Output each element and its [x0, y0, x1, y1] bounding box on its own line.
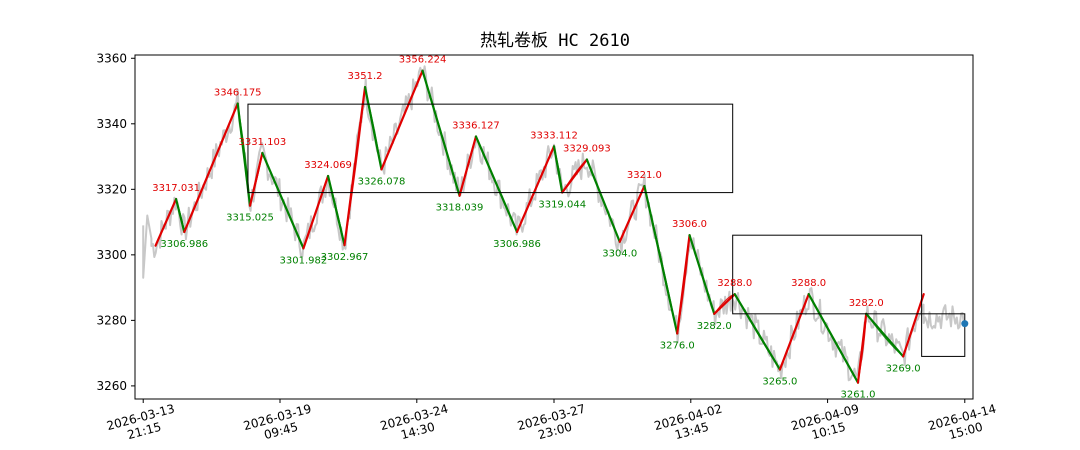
- pivot-high-label: 3321.0: [627, 170, 662, 181]
- range-box: [732, 234, 923, 315]
- y-tick-label: 3320: [96, 182, 127, 196]
- zigzag-up-segment: [380, 69, 424, 171]
- last-price-marker: [961, 320, 969, 328]
- zigzag-up-segment: [676, 234, 691, 335]
- pivot-low-label: 3306.986: [493, 239, 541, 250]
- pivot-low-label: 3306.986: [160, 239, 208, 250]
- zigzag-down-segment: [421, 69, 461, 197]
- zigzag-down-segment: [261, 151, 305, 250]
- pivot-low-label: 3265.0: [762, 377, 797, 388]
- zigzag-down-segment: [688, 234, 716, 315]
- pivot-high-label: 3346.175: [214, 88, 262, 99]
- y-tick-label: 3260: [96, 379, 127, 393]
- pivot-low-label: 3315.025: [226, 213, 274, 224]
- zigzag-up-segment: [515, 145, 556, 234]
- zigzag-up-segment: [713, 293, 736, 315]
- zigzag-down-segment: [585, 158, 621, 243]
- pivot-high-label: 3333.112: [530, 130, 578, 141]
- pivot-low-label: 3301.982: [280, 255, 328, 266]
- y-tick-label: 3280: [96, 313, 127, 327]
- zigzag-up-segment: [856, 312, 868, 384]
- zigzag-up-segment: [778, 293, 810, 371]
- pivot-high-label: 3356.224: [399, 55, 447, 66]
- range-boxes: [247, 103, 966, 357]
- pivot-high-label: 3306.0: [672, 219, 707, 230]
- pivot-high-label: 3317.031: [152, 183, 200, 194]
- zigzag-down-segment: [552, 145, 564, 194]
- zigzag-up-segment: [302, 174, 330, 250]
- zigzag-up-segment: [618, 184, 646, 243]
- zigzag-up-segment: [183, 102, 239, 234]
- pivot-high-label: 3336.127: [452, 120, 500, 131]
- pivot-high-label: 3288.0: [791, 278, 826, 289]
- y-tick-label: 3360: [96, 51, 127, 65]
- zigzag-down-segment: [643, 184, 679, 335]
- last-price-marker-layer: [961, 320, 969, 328]
- pivot-low-label: 3276.0: [660, 340, 695, 351]
- pivot-labels: 3317.031 3306.986 3346.175 3315.025 3331.103…: [152, 55, 920, 401]
- zigzag-down-segment: [474, 135, 519, 234]
- zigzag-down-segment: [865, 312, 905, 358]
- zigzag-down-segment: [807, 293, 860, 384]
- pivot-high-label: 3288.0: [717, 278, 752, 289]
- zigzag-down-segment: [363, 86, 383, 171]
- pivot-high-label: 3329.093: [563, 144, 611, 155]
- zigzag-up-segment: [154, 197, 178, 247]
- zigzag-up-segment: [343, 86, 367, 247]
- pivot-low-label: 3304.0: [602, 249, 637, 260]
- zigzag-up-segment: [458, 135, 478, 197]
- pivot-high-label: 3331.103: [238, 137, 286, 148]
- zigzag-up-segment: [902, 293, 925, 358]
- pivot-low-label: 3282.0: [697, 321, 732, 332]
- pivot-low-label: 3269.0: [886, 363, 921, 374]
- zigzag-series: [154, 69, 925, 384]
- pivot-low-label: 3261.0: [840, 390, 875, 401]
- pivot-low-label: 3318.039: [436, 203, 484, 214]
- chart-title: 热轧卷板 HC 2610: [480, 31, 630, 51]
- pivot-high-label: 3282.0: [849, 298, 884, 309]
- zigzag-up-segment: [561, 158, 588, 194]
- y-axis-ticks: 3260 3280 3300 3320 3340 3360: [96, 51, 135, 393]
- pivot-low-label: 3326.078: [358, 176, 406, 187]
- pivot-low-label: 3302.967: [321, 252, 369, 263]
- pivot-high-label: 3351.2: [348, 71, 383, 82]
- range-box: [247, 103, 734, 194]
- y-tick-label: 3300: [96, 248, 127, 262]
- zigzag-down-segment: [174, 197, 186, 234]
- pivot-high-label: 3324.069: [304, 160, 352, 171]
- zigzag-up-segment: [248, 151, 264, 207]
- y-tick-label: 3340: [96, 117, 127, 131]
- pivot-low-label: 3319.044: [538, 199, 586, 210]
- range-box: [921, 313, 966, 357]
- zigzag-down-segment: [326, 174, 346, 247]
- zigzag-down-segment: [733, 293, 782, 371]
